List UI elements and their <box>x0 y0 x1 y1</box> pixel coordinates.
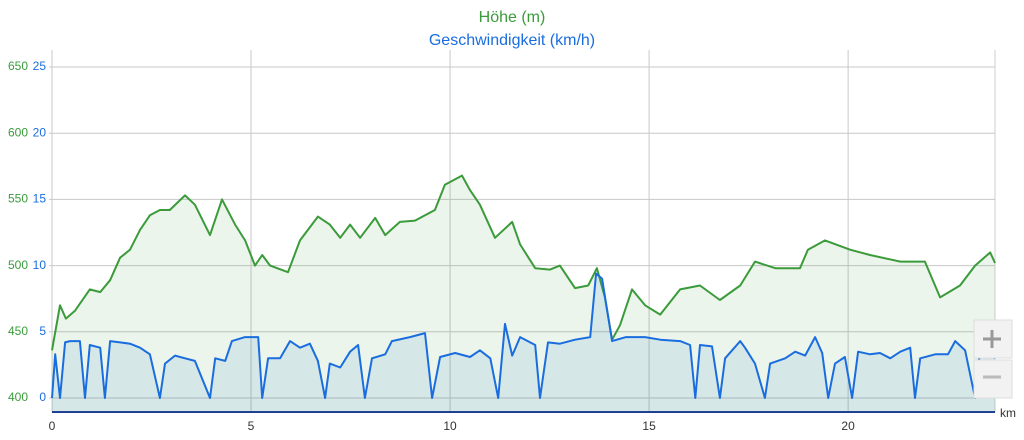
y2-tick-label: 20 <box>33 125 47 139</box>
x-tick-label: 0 <box>49 419 56 433</box>
x-tick-label: 15 <box>642 419 656 433</box>
x-tick-label: 5 <box>248 419 255 433</box>
x-tick-label: 20 <box>841 419 855 433</box>
legend-entry: Höhe (m) <box>479 9 546 26</box>
zoom-controls[interactable] <box>973 319 1013 399</box>
y2-tick-label: 10 <box>33 258 47 272</box>
series-line <box>51 174 996 351</box>
x-tick-label: 10 <box>443 419 457 433</box>
y-tick-label: 500 <box>8 258 28 272</box>
series-line <box>51 272 996 399</box>
y-tick-label: 450 <box>8 324 28 338</box>
y2-tick-label: 25 <box>33 59 47 73</box>
x-axis-label: km <box>1000 406 1016 420</box>
legend-entry: Geschwindigkeit (km/h) <box>429 32 595 49</box>
zoom-out-button[interactable] <box>973 359 1013 399</box>
y-tick-label: 650 <box>8 59 28 73</box>
y-tick-label: 600 <box>8 125 28 139</box>
y2-tick-label: 15 <box>33 192 47 206</box>
area-fill <box>52 273 995 412</box>
y-tick-label: 550 <box>8 192 28 206</box>
y-tick-label: 400 <box>8 390 28 404</box>
y2-tick-label: 0 <box>39 390 46 404</box>
y2-tick-label: 5 <box>39 324 46 338</box>
zoom-in-icon <box>983 330 1001 348</box>
area-fill <box>52 175 995 412</box>
